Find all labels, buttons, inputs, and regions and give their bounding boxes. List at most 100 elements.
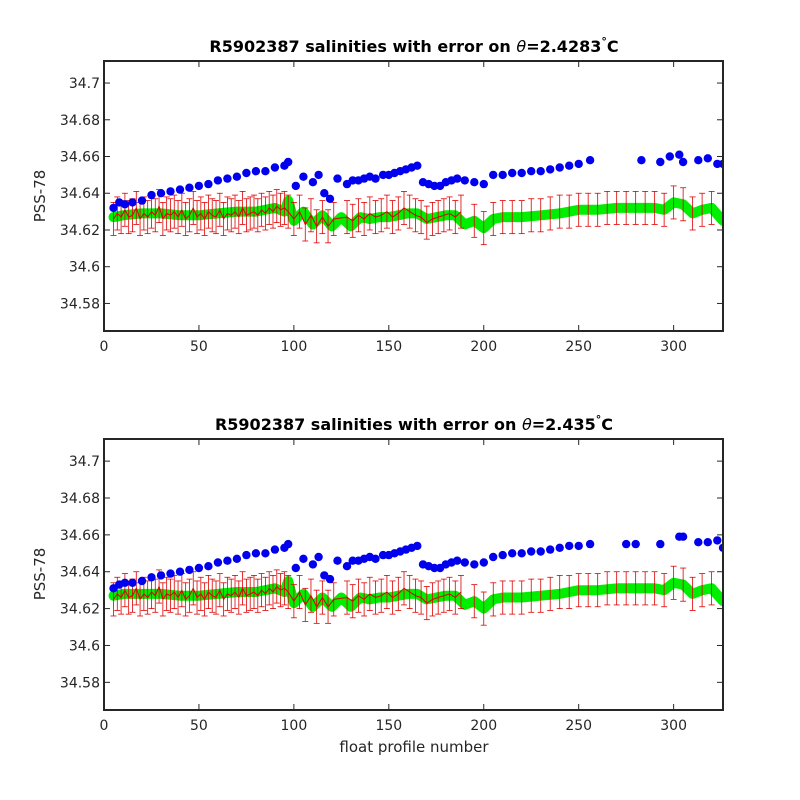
bottom-scatter-point bbox=[555, 543, 564, 552]
top-scatter-point bbox=[678, 157, 688, 167]
top-scatter-point bbox=[333, 174, 342, 183]
top-x-tick-label: 150 bbox=[375, 339, 402, 355]
bottom-scatter-point bbox=[284, 539, 293, 549]
bottom-scatter-point bbox=[242, 550, 251, 560]
top-plot-area bbox=[108, 150, 723, 246]
bottom-scatter-point bbox=[498, 550, 507, 560]
top-scatter-point bbox=[120, 200, 130, 209]
bottom-scatter-point bbox=[232, 554, 242, 563]
top-scatter-point bbox=[242, 168, 251, 178]
bottom-errorbar bbox=[623, 571, 630, 606]
bottom-scatter-point bbox=[291, 563, 300, 573]
top-y-tick-label: 34.62 bbox=[60, 223, 100, 239]
top-scatter-point bbox=[156, 189, 166, 198]
bottom-x-tick-label: 200 bbox=[470, 718, 497, 734]
top-x-tick-label: 300 bbox=[660, 339, 687, 355]
bottom-scatter-point bbox=[527, 547, 536, 556]
top-errorbar bbox=[490, 202, 497, 236]
top-scatter-point bbox=[536, 167, 545, 176]
top-scatter-point bbox=[479, 179, 488, 189]
bottom-scatter-point bbox=[678, 532, 688, 541]
bottom-scatter-point bbox=[137, 576, 147, 586]
top-scatter-point bbox=[508, 168, 517, 178]
top-errorbar bbox=[528, 198, 535, 233]
bottom-errorbar bbox=[594, 573, 601, 608]
top-x-tick-label: 100 bbox=[281, 339, 308, 355]
top-scatter-point bbox=[232, 172, 242, 181]
top-scatter-point bbox=[137, 196, 147, 205]
bottom-scatter-point bbox=[213, 558, 223, 567]
top-mean-line bbox=[113, 204, 462, 228]
bottom-x-tick-label: 250 bbox=[565, 718, 592, 734]
bottom-errorbar bbox=[480, 591, 487, 626]
bottom-errorbar bbox=[632, 571, 639, 606]
bottom-errorbar bbox=[471, 584, 478, 619]
top-scatter-point bbox=[565, 161, 574, 170]
top-y-axis-label: PSS-78 bbox=[31, 170, 49, 223]
top-errorbar bbox=[556, 194, 563, 229]
top-scatter-point bbox=[314, 170, 323, 180]
bottom-x-tick-label: 150 bbox=[375, 718, 402, 734]
bottom-scatter-point bbox=[128, 578, 137, 587]
bottom-scatter-point bbox=[147, 573, 156, 582]
bottom-errorbar bbox=[613, 571, 620, 606]
bottom-scatter-point bbox=[371, 554, 380, 563]
bottom-scatter-point bbox=[508, 549, 517, 558]
top-scatter-point bbox=[460, 176, 469, 185]
bottom-scatter-point bbox=[204, 562, 213, 571]
top-errorbar bbox=[547, 196, 554, 231]
top-errorbar bbox=[594, 192, 601, 227]
bottom-errorbar bbox=[499, 580, 506, 615]
top-scatter-point bbox=[665, 152, 674, 161]
bottom-scatter-point bbox=[713, 536, 722, 545]
top-chart-title: R5902387 salinities with error on θ=2.42… bbox=[209, 35, 618, 56]
top-scatter-point bbox=[527, 167, 536, 176]
top-scatter-point bbox=[291, 181, 300, 191]
bottom-errorbar bbox=[547, 576, 554, 611]
bottom-scatter-point bbox=[718, 543, 723, 552]
bottom-errorbar bbox=[585, 573, 592, 608]
bottom-scatter-point bbox=[622, 539, 631, 549]
bottom-errorbar bbox=[556, 575, 563, 610]
bottom-errorbar bbox=[509, 580, 516, 615]
bottom-scatter-point bbox=[694, 538, 703, 547]
top-errorbar bbox=[604, 191, 611, 225]
top-errorbar bbox=[585, 192, 592, 227]
bottom-errorbar bbox=[642, 571, 649, 606]
bottom-y-tick-label: 34.64 bbox=[60, 565, 100, 581]
bottom-y-tick-label: 34.62 bbox=[60, 602, 100, 618]
top-scatter-point bbox=[175, 185, 185, 194]
bottom-scatter-point bbox=[413, 541, 422, 551]
bottom-scatter-point bbox=[565, 541, 574, 551]
top-errorbar bbox=[689, 196, 696, 231]
top-scatter-point bbox=[489, 170, 498, 180]
bottom-scatter-point bbox=[631, 539, 640, 549]
bottom-x-tick-label: 50 bbox=[190, 718, 208, 734]
top-x-tick-label: 250 bbox=[565, 339, 592, 355]
bottom-errorbar bbox=[661, 573, 668, 608]
top-errorbar bbox=[699, 192, 706, 227]
top-errorbar bbox=[480, 211, 487, 246]
bottom-mean-line bbox=[113, 584, 462, 608]
bottom-y-tick-label: 34.66 bbox=[60, 528, 100, 544]
top-scatter-point bbox=[470, 178, 479, 187]
top-scatter-point bbox=[308, 178, 318, 187]
bottom-y-tick-label: 34.6 bbox=[69, 638, 100, 654]
top-errorbar bbox=[623, 191, 630, 225]
top-errorbar bbox=[575, 192, 582, 227]
bottom-x-tick-label: 0 bbox=[100, 718, 109, 734]
bottom-y-tick-label: 34.7 bbox=[69, 454, 100, 470]
top-scatter-point bbox=[371, 174, 380, 183]
bottom-errorbar bbox=[490, 582, 497, 617]
top-scatter-series bbox=[109, 150, 723, 213]
top-scatter-point bbox=[585, 156, 595, 165]
bottom-scatter-point bbox=[333, 556, 342, 565]
bottom-errorbar bbox=[537, 578, 544, 613]
bottom-plot-area bbox=[108, 532, 723, 626]
bottom-scatter-point bbox=[574, 541, 583, 551]
bottom-scatter-point bbox=[120, 578, 130, 587]
top-scatter-point bbox=[270, 163, 280, 172]
bottom-scatter-point bbox=[453, 556, 462, 565]
bottom-scatter-point bbox=[223, 556, 232, 565]
